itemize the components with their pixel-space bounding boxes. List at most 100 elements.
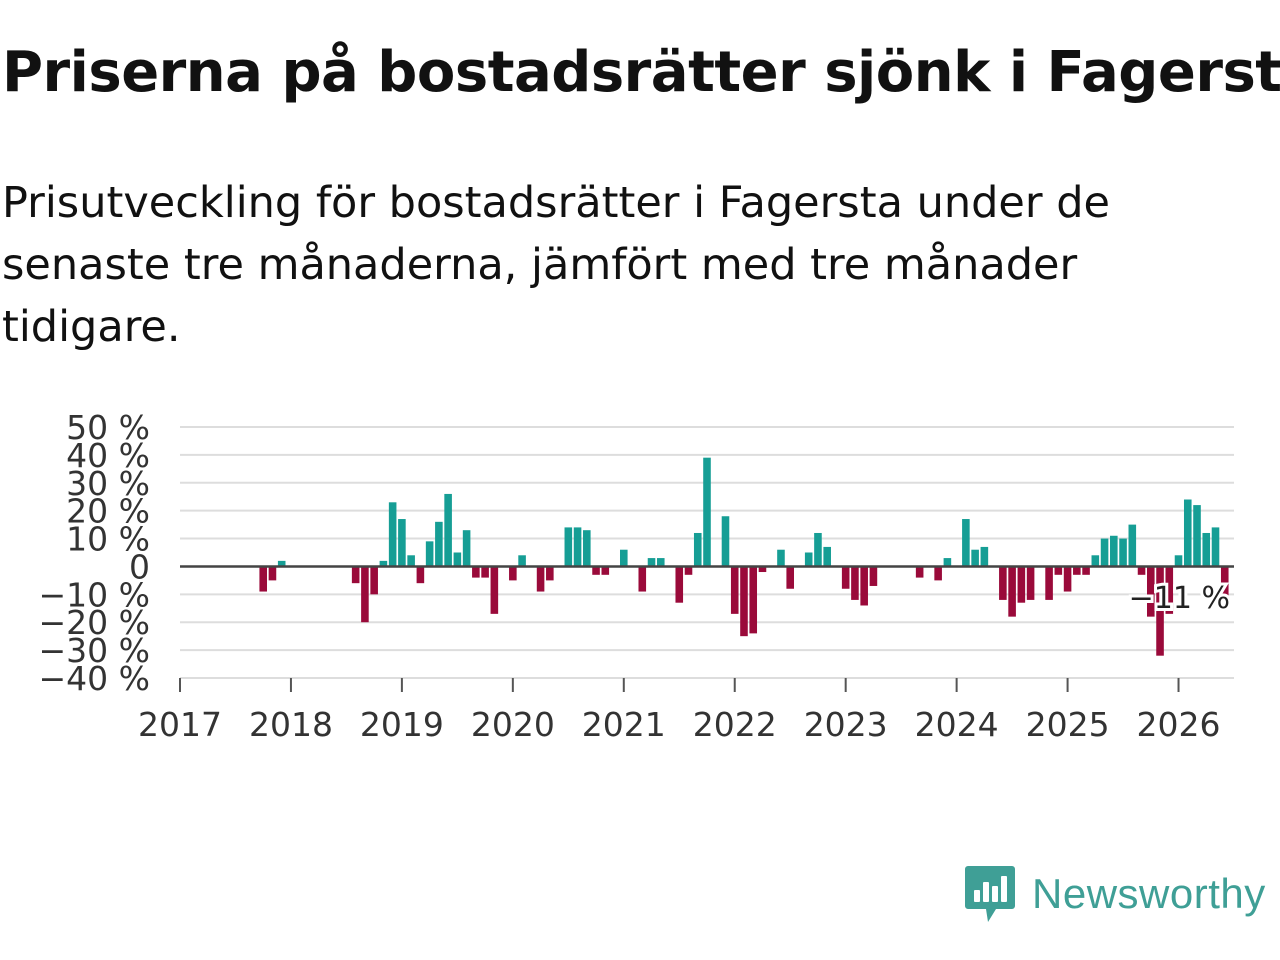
x-tick-label: 2021	[582, 705, 666, 744]
bar	[1202, 532, 1211, 567]
latest-value-annotation: −11 %	[1129, 581, 1230, 616]
bar	[518, 555, 526, 567]
bar	[740, 566, 748, 637]
x-tick-label: 2024	[915, 705, 999, 744]
bar	[1017, 566, 1026, 603]
bar	[814, 532, 822, 567]
bar	[999, 566, 1007, 600]
bar	[1073, 566, 1081, 575]
brand-name: Newsworthy	[1032, 870, 1266, 917]
bar	[601, 566, 610, 575]
bar	[934, 566, 942, 581]
bar	[675, 566, 684, 603]
bar	[1128, 524, 1137, 567]
bar	[684, 566, 693, 575]
bar	[980, 546, 989, 567]
y-tick-label: −40 %	[39, 659, 151, 698]
bar	[1008, 566, 1016, 617]
bar	[1174, 555, 1183, 567]
bar	[1063, 566, 1072, 592]
bar	[444, 493, 452, 567]
bar	[777, 549, 785, 567]
bar	[619, 549, 628, 567]
y-tick-label: −10 %	[39, 575, 151, 614]
y-tick-label: −30 %	[39, 631, 151, 670]
bar	[841, 566, 850, 589]
bar	[351, 566, 360, 584]
bar	[758, 566, 767, 573]
bar	[943, 558, 952, 567]
y-tick-label: 40 %	[66, 436, 150, 475]
y-tick-label: 20 %	[66, 492, 150, 531]
bar	[804, 552, 813, 567]
bar	[407, 555, 415, 567]
bar	[860, 566, 868, 606]
bar	[1137, 566, 1146, 575]
bar	[268, 566, 277, 581]
bar	[693, 532, 702, 567]
y-tick-label: 0	[129, 547, 150, 586]
bar	[462, 530, 471, 567]
bar	[1183, 499, 1192, 567]
bars	[259, 457, 1229, 656]
x-tick-label: 2022	[693, 705, 777, 744]
bar	[1119, 538, 1127, 567]
bar	[1045, 566, 1053, 600]
bar	[1082, 566, 1090, 575]
bar	[259, 566, 268, 592]
bar	[1054, 566, 1063, 575]
bar	[490, 566, 499, 614]
x-tick-label: 2023	[804, 705, 888, 744]
bar	[1100, 538, 1109, 567]
bar	[1165, 566, 1174, 614]
bar	[509, 566, 517, 581]
bar	[481, 566, 489, 578]
bar	[1091, 555, 1100, 567]
page-title: Priserna på bostadsrätter sjönk i Fagers…	[2, 40, 1280, 105]
bar	[971, 549, 979, 567]
bar	[1026, 566, 1035, 600]
bar	[546, 566, 554, 581]
bar	[388, 502, 397, 567]
bar	[962, 519, 970, 567]
brand-logo: Newsworthy	[964, 864, 1266, 924]
bar	[564, 527, 573, 567]
x-tick-label: 2020	[471, 705, 555, 744]
y-tick-label: 10 %	[66, 520, 150, 559]
bar	[721, 516, 730, 567]
bar	[638, 566, 647, 592]
bar	[915, 566, 924, 578]
bar	[703, 457, 711, 567]
bar	[730, 566, 739, 614]
y-tick-label: −20 %	[39, 603, 151, 642]
bar	[786, 566, 795, 589]
bar	[277, 560, 286, 567]
bar	[1220, 566, 1229, 598]
bar	[370, 566, 378, 595]
bar	[851, 566, 859, 600]
x-tick-label: 2026	[1137, 705, 1221, 744]
bar	[536, 566, 545, 592]
axes	[179, 565, 1234, 692]
x-tick-label: 2018	[249, 705, 333, 744]
bar	[1110, 535, 1118, 567]
bar	[416, 566, 425, 584]
newsworthy-logo-icon	[965, 866, 1015, 922]
y-tick-label: 50 %	[66, 408, 150, 447]
x-tick-label: 2019	[360, 705, 444, 744]
page-subtitle: Prisutveckling för bostadsrätter i Fager…	[2, 178, 1110, 352]
bar	[472, 566, 480, 578]
bar	[1193, 505, 1201, 567]
tick-labels: 50 %40 %30 %20 %10 %0−10 %−20 %−30 %−40 …	[39, 408, 1221, 744]
bar	[869, 566, 878, 586]
bar	[823, 546, 831, 567]
x-tick-label: 2025	[1026, 705, 1110, 744]
bar	[1211, 527, 1220, 567]
bar	[379, 560, 388, 567]
bar	[425, 541, 434, 567]
bar	[583, 530, 591, 567]
bar	[573, 527, 582, 567]
bar	[398, 519, 406, 567]
bar	[1156, 566, 1164, 656]
bar	[435, 521, 443, 567]
